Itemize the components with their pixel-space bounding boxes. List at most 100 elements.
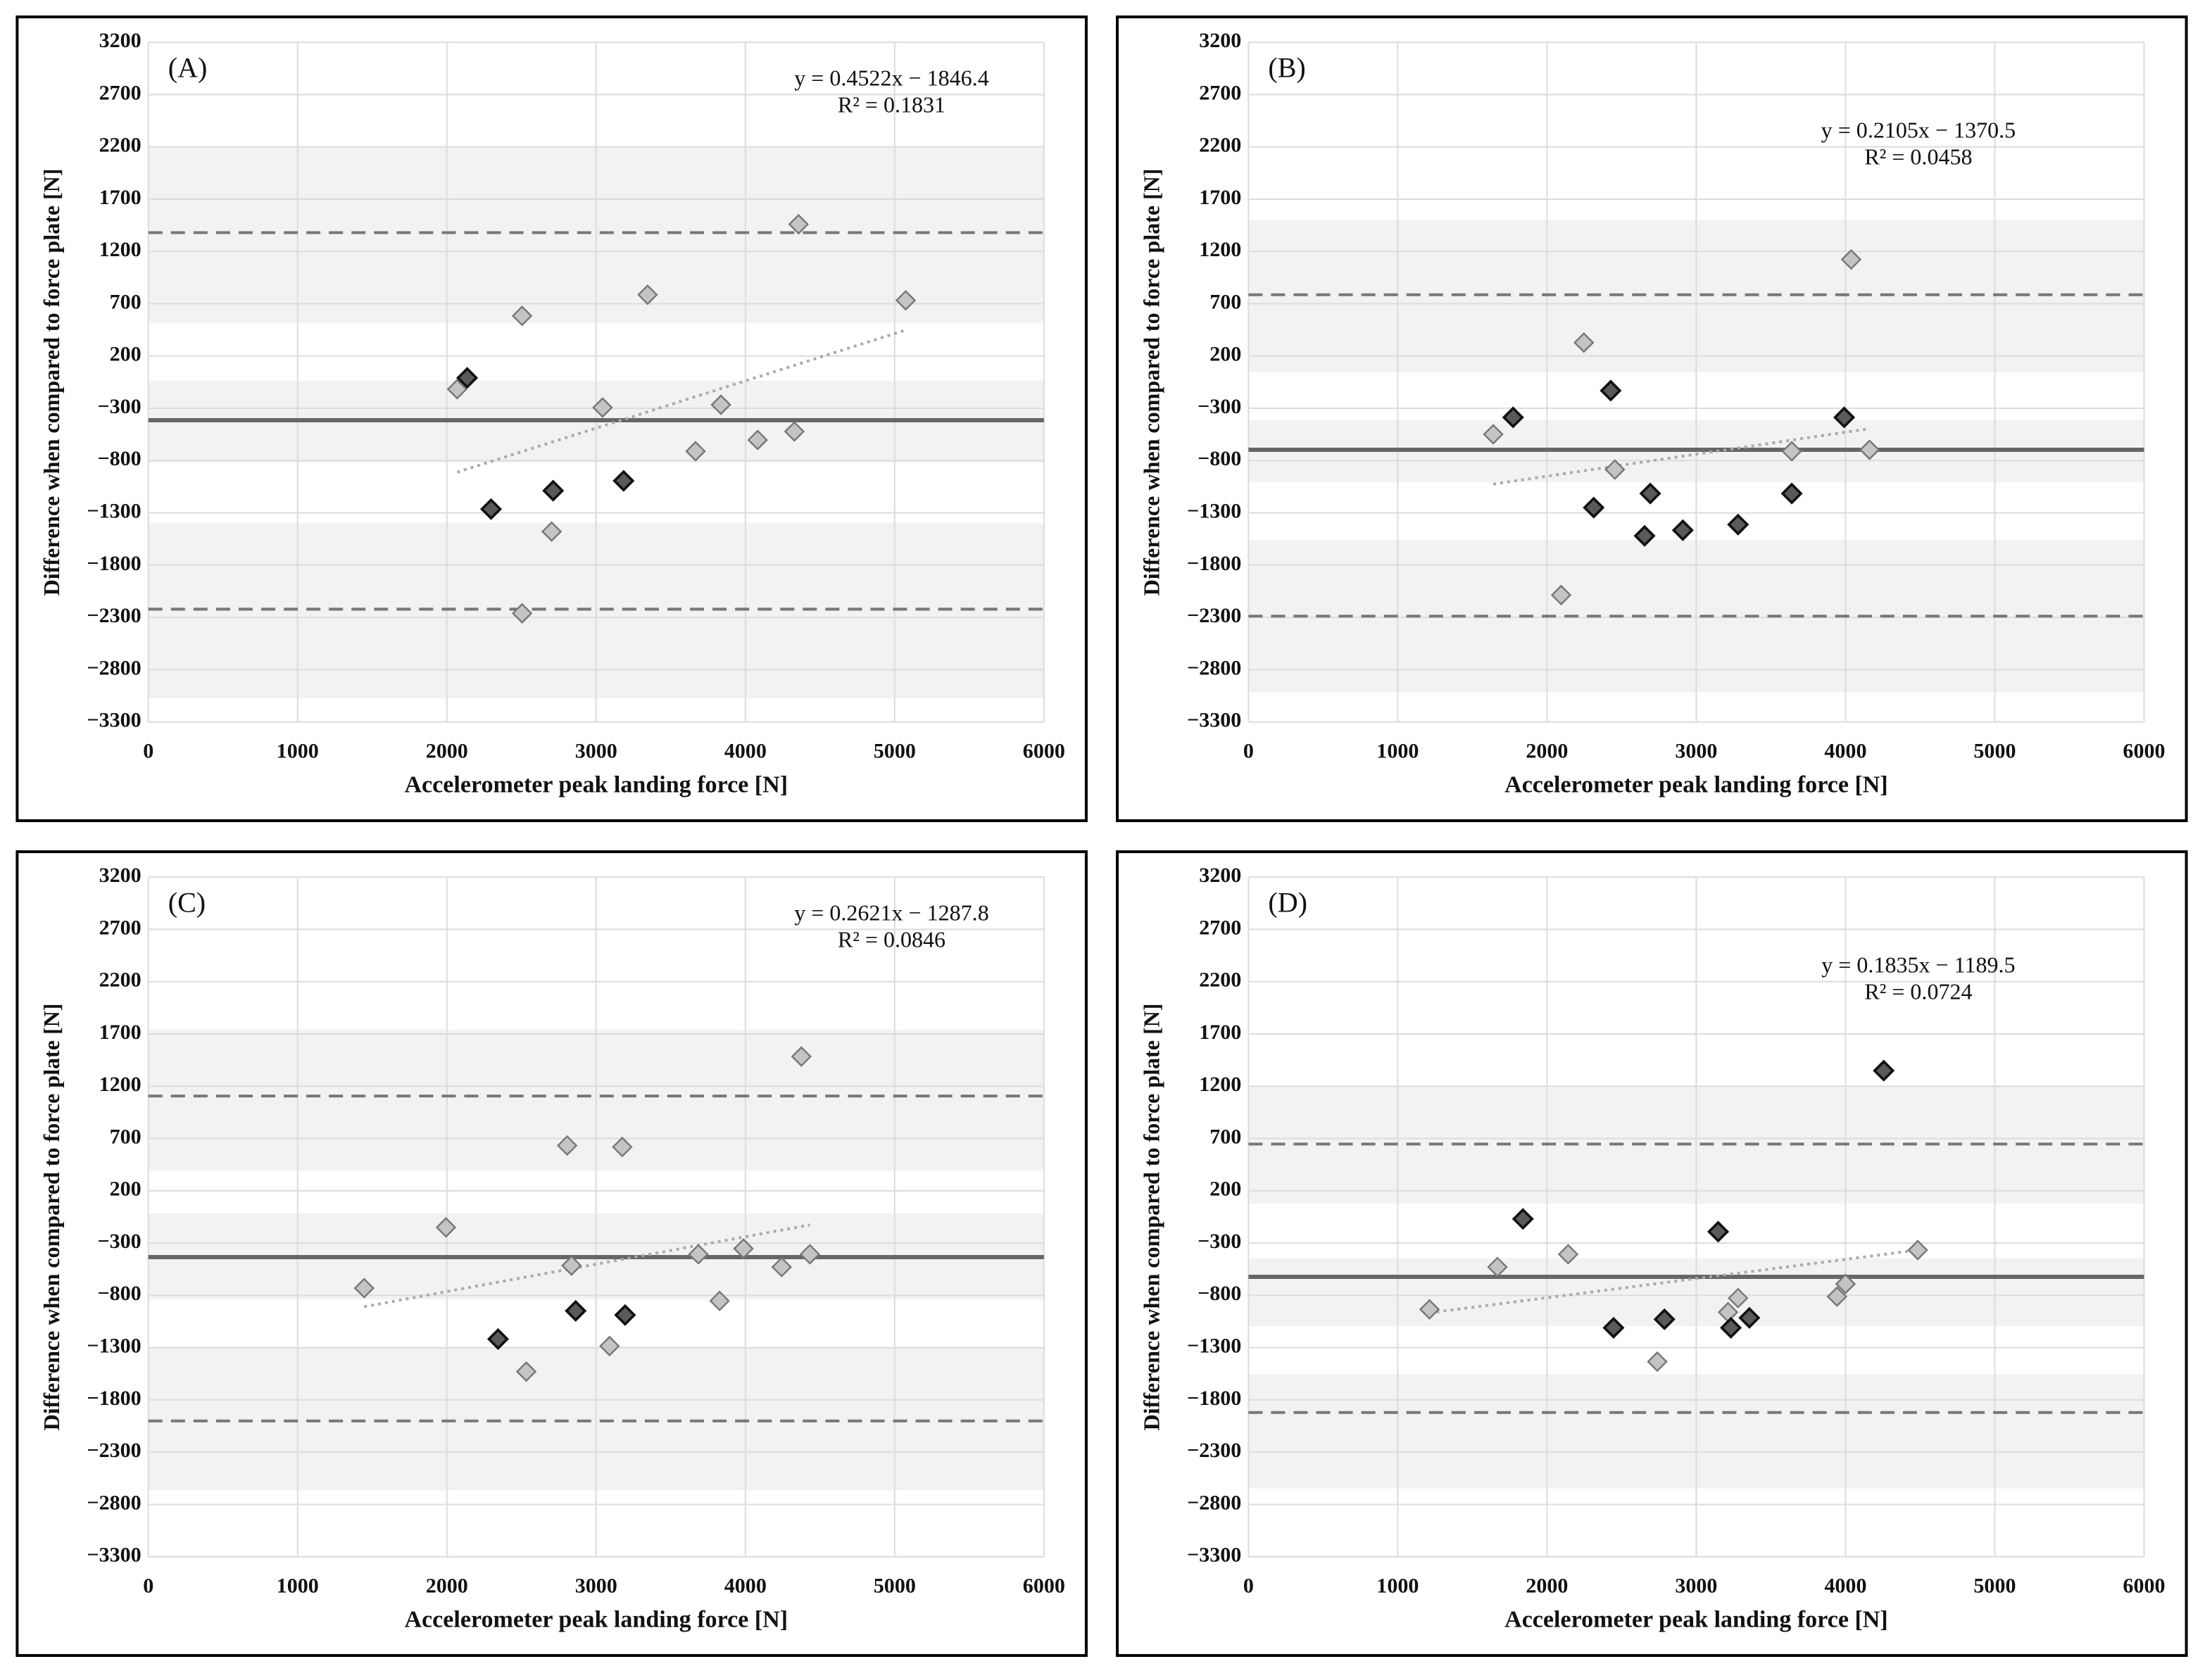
y-tick-label: −1800	[87, 551, 141, 575]
y-tick-label: −1300	[87, 499, 141, 523]
y-tick-label: 2200	[1199, 133, 1241, 157]
panel: 3200 2700 2200 1700 1200 700 200 −300 −800 −1300 −…	[1116, 15, 2188, 822]
y-tick-label: −2800	[1187, 1490, 1241, 1514]
y-tick-label: −1800	[1187, 1386, 1241, 1410]
data-point	[1604, 459, 1626, 480]
data-point	[791, 1046, 812, 1067]
data-point	[353, 1278, 375, 1299]
equation: y = 0.2105x − 1370.5	[1821, 118, 2016, 143]
x-tick-label: 3000	[1675, 739, 1717, 763]
data-point	[685, 441, 706, 462]
x-tick-label: 0	[1243, 1574, 1254, 1598]
data-point	[1780, 482, 1803, 505]
data-point	[1487, 1256, 1508, 1278]
x-tick-label: 6000	[1023, 739, 1065, 763]
x-axis-label: Accelerometer peak landing force [N]	[404, 772, 788, 798]
x-tick-label: 4000	[1824, 739, 1866, 763]
y-tick-label: −300	[97, 1229, 141, 1253]
data-point	[479, 498, 503, 520]
y-tick-label: 200	[110, 342, 142, 366]
equation: y = 0.1835x − 1189.5	[1821, 952, 2015, 978]
y-tick-label: −1300	[87, 1334, 141, 1358]
y-tick-label: −300	[97, 394, 141, 418]
panel: 3200 2700 2200 1700 1200 700 200 −300 −800 −1300 −…	[15, 15, 1088, 822]
data-point	[1573, 332, 1595, 353]
data-point	[446, 379, 468, 400]
data-point	[1840, 248, 1862, 270]
x-tick-label: 5000	[1973, 739, 2016, 763]
y-tick-label: 2200	[99, 968, 142, 992]
data-point	[895, 290, 917, 311]
data-point	[710, 394, 731, 415]
y-tick-label: 1200	[1199, 237, 1241, 261]
x-tick-label: 3000	[1675, 1574, 1717, 1598]
x-tick-label: 6000	[2123, 739, 2165, 763]
x-tick-label: 4000	[1824, 1574, 1866, 1598]
data-point	[1419, 1299, 1440, 1320]
data-point	[541, 521, 563, 542]
x-axis-label: Accelerometer peak landing force [N]	[1504, 1607, 1888, 1633]
y-tick-label: −2300	[1187, 1438, 1241, 1462]
y-axis-label: Difference when compared to force plate …	[39, 1003, 64, 1430]
y-tick-label: −3300	[1187, 1543, 1241, 1567]
data-point	[1738, 1306, 1761, 1329]
y-tick-label: −800	[1198, 1281, 1241, 1305]
data-point	[1707, 1221, 1730, 1243]
data-point	[784, 421, 805, 442]
data-point	[1583, 496, 1605, 519]
panel-label: (A)	[168, 51, 208, 83]
data-point	[747, 429, 768, 450]
x-tick-label: 2000	[426, 739, 468, 763]
data-point	[542, 479, 565, 502]
data-point	[592, 397, 613, 418]
data-point	[561, 1255, 582, 1276]
x-tick-label: 5000	[874, 739, 916, 763]
panel-label: (B)	[1268, 51, 1305, 83]
y-tick-label: −3300	[87, 1543, 141, 1567]
panel-frame	[1116, 15, 2188, 822]
y-tick-label: 1200	[99, 1072, 142, 1096]
y-axis-label: Difference when compared to force plate …	[39, 168, 64, 595]
x-tick-label: 2000	[426, 1574, 468, 1598]
y-tick-label: 2200	[99, 133, 142, 157]
y-tick-label: −1800	[87, 1386, 141, 1410]
data-point	[733, 1238, 754, 1259]
r-squared: R² = 0.0724	[1864, 979, 1972, 1004]
y-tick-label: 3200	[1199, 863, 1241, 887]
x-tick-label: 5000	[1973, 1574, 2016, 1598]
data-point	[799, 1244, 821, 1265]
trendline	[1429, 1248, 1918, 1315]
data-point	[1826, 1286, 1848, 1307]
data-point	[1907, 1240, 1928, 1261]
data-point	[1647, 1351, 1668, 1373]
x-tick-label: 2000	[1526, 1574, 1568, 1598]
y-tick-label: 2700	[99, 80, 142, 104]
y-tick-label: −2300	[87, 603, 141, 627]
r-squared: R² = 0.0846	[838, 927, 945, 952]
y-tick-label: 1700	[99, 1020, 142, 1044]
y-tick-label: −2800	[87, 1490, 141, 1514]
y-tick-label: 700	[1209, 289, 1241, 313]
data-point	[1727, 513, 1749, 536]
data-point	[515, 1361, 537, 1382]
y-tick-label: −1800	[1187, 551, 1241, 575]
y-tick-label: 700	[110, 1124, 142, 1148]
data-point	[1512, 1208, 1534, 1230]
x-tick-label: 0	[143, 1574, 153, 1598]
x-axis-label: Accelerometer peak landing force [N]	[404, 1607, 788, 1633]
y-tick-label: 2700	[99, 915, 142, 939]
y-tick-label: −2800	[87, 655, 141, 679]
panel: 3200 2700 2200 1700 1200 700 200 −300 −800 −1300 −…	[15, 850, 1088, 1657]
data-point	[788, 213, 810, 235]
x-tick-label: 1000	[1376, 1574, 1419, 1598]
data-point	[1720, 1316, 1742, 1339]
data-point	[612, 1136, 633, 1158]
data-point	[1653, 1308, 1676, 1330]
x-tick-label: 1000	[277, 1574, 319, 1598]
y-tick-label: 700	[110, 289, 142, 313]
panel: 3200 2700 2200 1700 1200 700 200 −300 −800 −1300 −…	[1116, 850, 2188, 1657]
x-tick-label: 1000	[277, 739, 319, 763]
x-tick-label: 3000	[575, 1574, 617, 1598]
y-tick-label: −1300	[1187, 1334, 1241, 1358]
